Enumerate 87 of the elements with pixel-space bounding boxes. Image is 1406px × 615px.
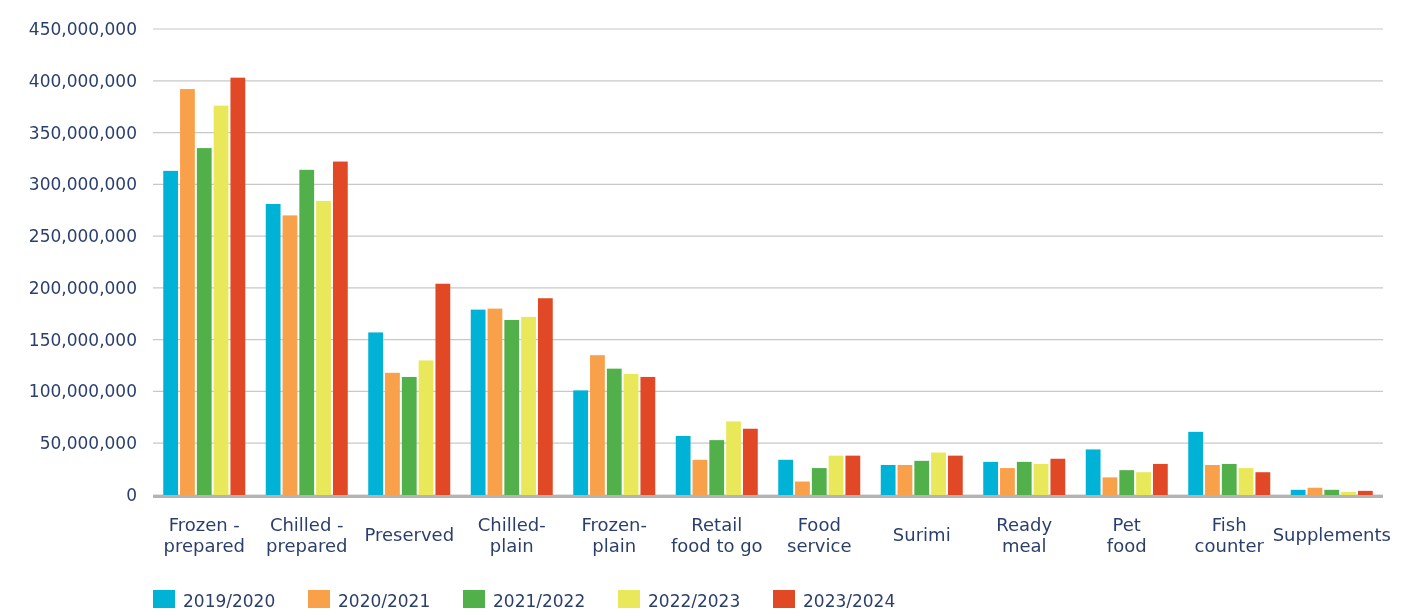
legend-label: 2019/2020: [183, 591, 276, 611]
bar: [811, 468, 827, 495]
bar: [1290, 489, 1306, 495]
legend-label: 2021/2022: [493, 591, 586, 611]
legend-label: 2022/2023: [648, 591, 741, 611]
x-tick-label: Preserved: [364, 524, 455, 545]
y-tick-label: 450,000,000: [28, 18, 137, 39]
bar: [1205, 464, 1220, 495]
bar: [282, 215, 298, 495]
x-tick-label: Chilled-plain: [477, 514, 546, 556]
bar: [947, 455, 963, 495]
bar: [1102, 477, 1118, 495]
x-tick-label: Surimi: [892, 524, 951, 545]
bar: [521, 316, 536, 495]
y-tick-label: 0: [126, 484, 137, 505]
y-tick-label: 150,000,000: [28, 329, 137, 350]
bar: [1050, 458, 1066, 495]
bar: [1238, 468, 1254, 495]
x-tick-label: Ready meal: [996, 514, 1053, 556]
bar: [1341, 491, 1356, 495]
bar: [845, 455, 861, 495]
bar: [1033, 463, 1049, 495]
bar: [332, 161, 348, 495]
bar: [726, 421, 741, 495]
x-tick-label: Food service: [787, 514, 852, 556]
bar: [435, 283, 451, 495]
bar: [196, 148, 212, 495]
y-tick-label: 50,000,000: [39, 433, 137, 454]
x-tick-label: Pet food: [1106, 514, 1147, 556]
y-tick-label: 100,000,000: [28, 381, 137, 402]
bar: [1119, 470, 1135, 495]
x-tick-label: Chilled - prepared: [266, 514, 348, 556]
bar: [778, 459, 794, 495]
x-tick-label: Retail food to go: [670, 514, 763, 556]
bar: [316, 200, 331, 495]
bar: [537, 298, 553, 495]
bar: [983, 461, 999, 495]
x-tick-label: Fish counter: [1194, 514, 1265, 556]
bar: [828, 455, 844, 495]
bar: [1307, 487, 1323, 495]
bar: [1324, 489, 1340, 495]
bar: [692, 459, 708, 495]
y-tick-label: 400,000,000: [28, 70, 137, 91]
bar: [590, 355, 605, 495]
bar: [213, 105, 229, 495]
legend-label: 2020/2021: [338, 591, 431, 611]
bar: [163, 170, 179, 495]
bar: [299, 169, 315, 495]
bar: [1136, 472, 1151, 495]
bar: [880, 464, 896, 495]
x-tick-label: Supplements: [1272, 524, 1391, 545]
bar: [1016, 461, 1032, 495]
y-tick-label: 250,000,000: [28, 226, 137, 247]
bar: [914, 460, 930, 495]
bar: [1255, 472, 1271, 495]
bar: [709, 440, 725, 495]
bar: [487, 308, 503, 495]
bar: [418, 360, 434, 495]
bar: [573, 390, 589, 495]
bar: [606, 368, 622, 495]
bar: [401, 376, 417, 495]
y-tick-label: 200,000,000: [28, 277, 137, 298]
x-tick-label: Frozen-plain: [581, 514, 647, 556]
bar: [368, 332, 384, 495]
bar: [640, 376, 656, 495]
bar: [385, 372, 400, 495]
bar: [1188, 431, 1204, 495]
y-tick-label: 300,000,000: [28, 174, 137, 195]
bar: [1152, 463, 1168, 495]
bar: [230, 77, 246, 495]
y-tick-label: 350,000,000: [28, 122, 137, 143]
bar: [1221, 463, 1237, 495]
bar: [742, 428, 758, 495]
bar: [470, 309, 486, 495]
legend-label: 2023/2024: [803, 591, 896, 611]
bar: [795, 481, 810, 495]
bar: [675, 435, 691, 495]
bar: [180, 89, 195, 495]
bar: [931, 452, 946, 495]
bar: [897, 464, 913, 495]
bar: [504, 319, 520, 495]
bar: [1357, 490, 1373, 495]
bar: [623, 373, 639, 495]
bar: [265, 204, 281, 495]
x-tick-label: Frozen - prepared: [163, 514, 245, 556]
bar: [1085, 449, 1101, 495]
bar: [1000, 468, 1015, 495]
